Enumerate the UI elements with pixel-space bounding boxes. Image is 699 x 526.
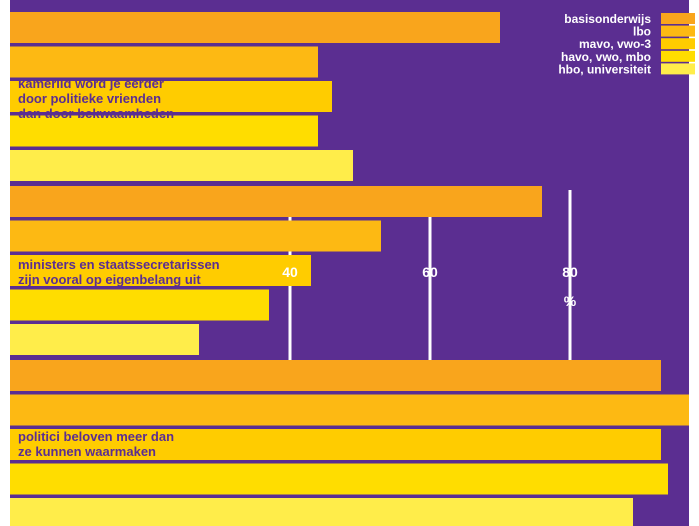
bar-lbo-2 [10, 220, 381, 252]
unit-label: % [564, 293, 577, 309]
bar-hbo-universiteit-2 [10, 324, 199, 355]
bar-basisonderwijs-1 [10, 12, 500, 43]
category-label-3-line-1: politici beloven meer dan [18, 429, 174, 444]
legend-swatch-2 [661, 25, 695, 37]
tick-label-40: 40 [282, 264, 298, 280]
category-label-1-line-1: kamerlid word je eerder [18, 76, 164, 91]
bar-mavo-vwo-3-3 [10, 429, 661, 460]
category-label-1-line-3: dan door bekwaamheden [18, 106, 174, 121]
bar-hbo-universiteit-1 [10, 150, 353, 181]
category-label-2-line-2: zijn vooral op eigenbelang uit [18, 272, 201, 287]
legend-label-1: basisonderwijs [564, 12, 651, 26]
bar-havo-vwo-mbo-2 [10, 289, 269, 321]
bar-mavo-vwo-3-1 [10, 81, 332, 112]
legend-label-5: hbo, universiteit [558, 62, 651, 76]
legend-label-2: lbo [633, 25, 651, 39]
legend-label-4: havo, vwo, mbo [561, 50, 651, 64]
tick-label-80: 80 [562, 264, 578, 280]
legend-swatch-1 [661, 13, 695, 24]
legend-swatch-5 [661, 63, 695, 75]
legend-label-3: mavo, vwo-3 [579, 37, 651, 51]
legend-swatch-4 [661, 50, 695, 62]
tick-label-60: 60 [422, 264, 438, 280]
category-label-3-line-2: ze kunnen waarmaken [18, 444, 156, 459]
bar-hbo-universiteit-3 [10, 498, 633, 526]
bar-havo-vwo-mbo-1 [10, 115, 318, 147]
bar-lbo-1 [10, 46, 318, 78]
bar-havo-vwo-mbo-3 [10, 463, 668, 495]
legend-swatch-3 [661, 38, 695, 50]
bar-basisonderwijs-2 [10, 186, 542, 217]
bar-lbo-3 [10, 394, 689, 426]
bar-mavo-vwo-3-2 [10, 255, 311, 286]
category-label-1-line-2: door politieke vrienden [18, 91, 161, 106]
category-label-2-line-1: ministers en staatssecretarissen [18, 257, 220, 272]
bar-basisonderwijs-3 [10, 360, 661, 391]
